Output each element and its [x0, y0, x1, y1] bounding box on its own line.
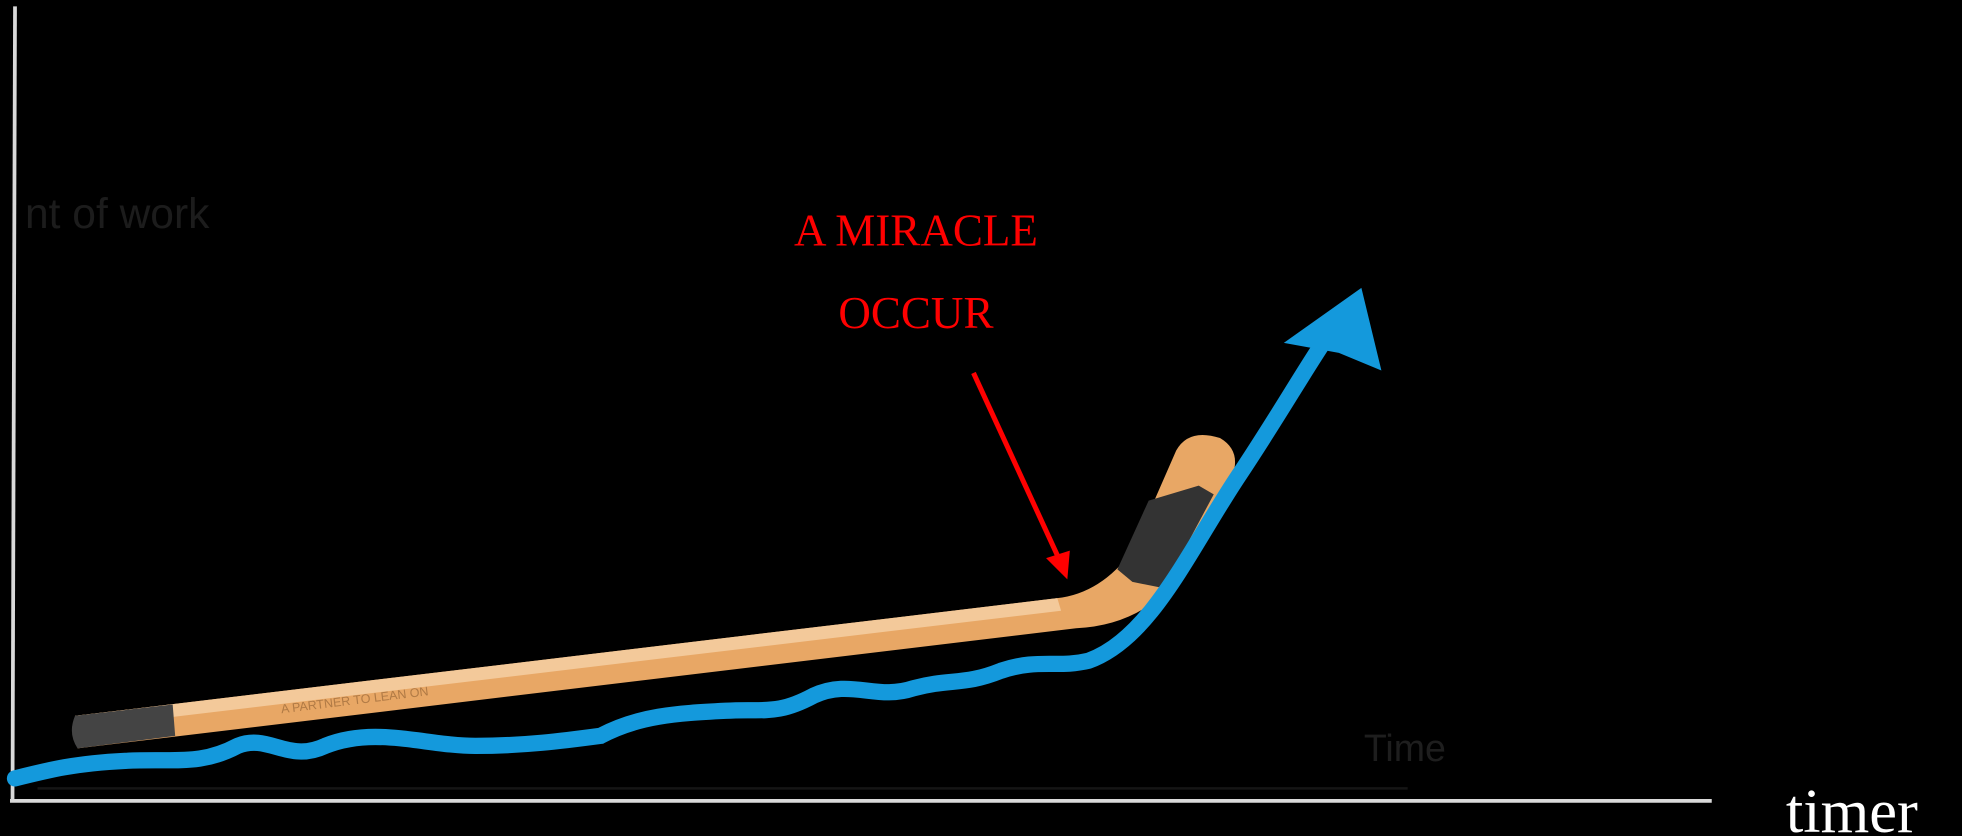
x-axis-label: timer — [1786, 776, 1918, 836]
annotation-arrowhead — [1046, 550, 1070, 580]
stick-grip — [71, 704, 176, 749]
faint-y-label: nt of work — [25, 190, 210, 238]
annotation-arrow — [971, 371, 1063, 562]
y-axis — [10, 6, 17, 801]
stick-body — [75, 434, 1236, 749]
stick-highlight — [75, 598, 1062, 729]
hockey-stick: A PARTNER TO LEAN ON — [71, 434, 1236, 749]
annotation-line-1: A MIRACLE — [794, 205, 1038, 255]
faint-x-label: Time — [1364, 727, 1446, 769]
blade-tape — [1117, 485, 1214, 589]
growth-arrowhead — [1283, 287, 1382, 371]
growth-curve — [6, 329, 1335, 787]
annotation-line-2: OCCUR — [838, 288, 993, 338]
